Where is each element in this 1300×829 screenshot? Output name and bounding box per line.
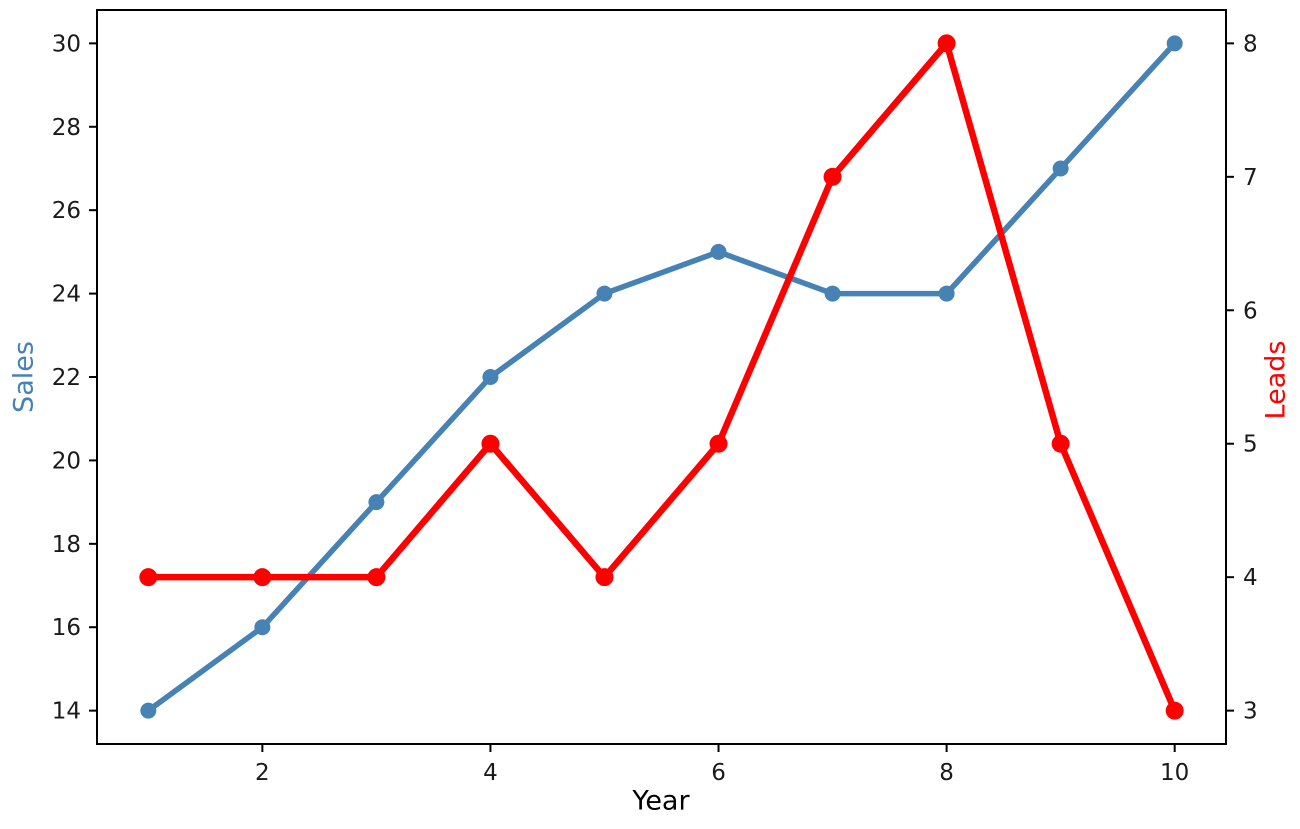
series-marker-leads: [937, 34, 956, 53]
series-marker-sales: [1052, 160, 1069, 177]
x-axis-label: Year: [632, 785, 690, 817]
series-marker-sales: [254, 619, 271, 636]
series-marker-leads: [139, 568, 158, 587]
x-tick-label: 8: [939, 760, 954, 786]
y-left-tick-label: 24: [52, 282, 81, 308]
series-marker-leads: [1051, 434, 1070, 453]
x-tick-label: 10: [1160, 760, 1189, 786]
series-marker-leads: [595, 568, 614, 587]
series-marker-sales: [1166, 35, 1183, 52]
left-y-axis-label: Sales: [8, 341, 40, 413]
x-tick-label: 2: [255, 760, 270, 786]
series-line-leads: [145, 40, 1178, 714]
series-marker-sales: [710, 243, 727, 260]
x-tick-label: 6: [711, 760, 726, 786]
y-left-tick-label: 18: [52, 532, 81, 558]
series-marker-leads: [367, 568, 386, 587]
series-marker-leads: [481, 434, 500, 453]
y-left-tick-label: 14: [52, 699, 81, 725]
series-marker-sales: [482, 369, 499, 385]
series-marker-sales: [938, 285, 955, 302]
y-right-tick-label: 8: [1243, 31, 1258, 57]
y-left-tick-label: 30: [52, 31, 81, 57]
series-marker-sales: [596, 285, 613, 302]
right-y-axis-label: Leads: [1260, 340, 1292, 420]
y-right-tick-label: 4: [1243, 565, 1258, 591]
series-line-sales: [145, 40, 1178, 714]
y-left-tick-label: 26: [52, 198, 81, 224]
y-left-tick-label: 22: [52, 365, 81, 391]
series-marker-sales: [140, 702, 157, 719]
series-marker-leads: [823, 167, 842, 186]
series-marker-leads: [253, 568, 272, 587]
y-left-tick-label: 28: [52, 115, 81, 141]
series-marker-leads: [1165, 701, 1184, 720]
y-left-tick-label: 20: [52, 448, 81, 474]
y-left-tick-label: 16: [52, 615, 81, 641]
y-right-tick-label: 6: [1243, 298, 1258, 324]
x-tick-label: 4: [483, 760, 498, 786]
series-marker-leads: [709, 434, 728, 453]
y-right-tick-label: 3: [1243, 699, 1258, 725]
y-right-tick-label: 7: [1243, 165, 1258, 191]
series-marker-sales: [824, 285, 841, 302]
y-right-tick-label: 5: [1243, 432, 1258, 458]
series-marker-sales: [368, 494, 385, 511]
